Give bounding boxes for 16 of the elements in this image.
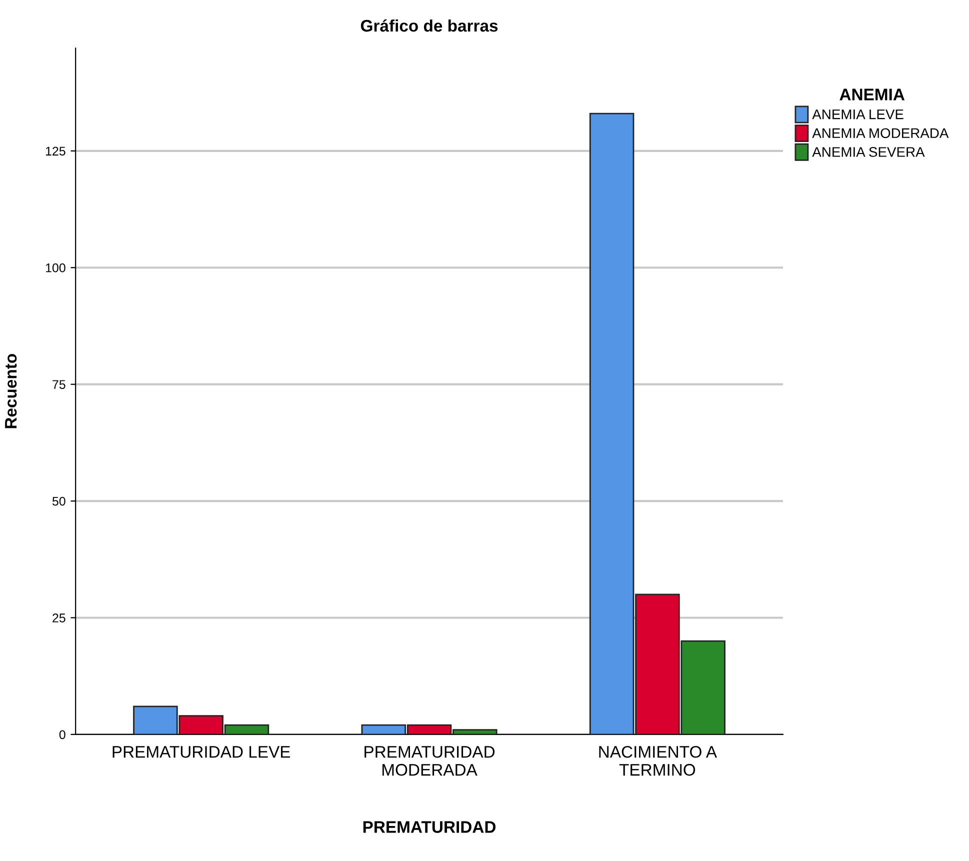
y-tick-label: 25 bbox=[52, 614, 66, 622]
y-axis-title: Recuento bbox=[5, 354, 17, 428]
y-tick-label: 0 bbox=[59, 730, 66, 740]
y-tick-label: 75 bbox=[52, 380, 66, 389]
legend-title: ANEMIA bbox=[840, 88, 905, 100]
y-tick-label: 125 bbox=[46, 146, 66, 156]
x-axis-title: PREMATURIDAD bbox=[363, 821, 496, 833]
y-tick-label: 50 bbox=[52, 496, 66, 506]
x-tick-label: NACIMIENTO A TERMINO bbox=[599, 746, 717, 776]
legend-label: ANEMIA MODERADA bbox=[812, 128, 949, 138]
legend-label: ANEMIA LEVE bbox=[812, 110, 904, 120]
x-tick-label: PREMATURIDAD MODERADA bbox=[364, 746, 495, 776]
y-tick-label: 100 bbox=[46, 263, 66, 272]
chart-title: Gráfico de barras bbox=[360, 19, 498, 32]
legend-label: ANEMIA SEVERA bbox=[812, 147, 925, 157]
x-tick-label: PREMATURIDAD LEVE bbox=[112, 746, 290, 758]
